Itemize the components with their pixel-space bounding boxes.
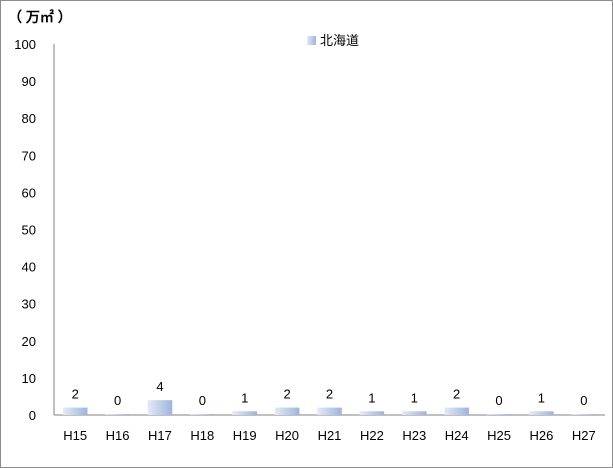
y-tick-label: 40 — [22, 260, 36, 275]
x-tick-label: H22 — [360, 428, 384, 443]
legend: 北海道 — [307, 33, 359, 48]
bar — [190, 414, 215, 415]
x-tick-label: H16 — [106, 428, 130, 443]
y-tick-label: 20 — [22, 334, 36, 349]
data-label: 0 — [580, 393, 587, 408]
x-tick-label: H23 — [402, 428, 426, 443]
y-tick-label: 30 — [22, 297, 36, 312]
y-tick-label: 60 — [22, 185, 36, 200]
x-tick-label: H26 — [529, 428, 553, 443]
x-tick-label: H21 — [318, 428, 342, 443]
bar — [105, 414, 130, 415]
y-tick-label: 50 — [22, 223, 36, 238]
bar — [232, 411, 258, 415]
data-label: 2 — [326, 387, 333, 402]
bar — [486, 414, 512, 415]
x-tick-label: H19 — [233, 428, 257, 443]
bar — [401, 411, 427, 415]
data-label: 1 — [241, 390, 248, 405]
x-tick-label: H25 — [487, 428, 511, 443]
bar — [147, 400, 173, 415]
y-tick-label: 100 — [14, 37, 36, 52]
y-tick-label: 10 — [22, 371, 36, 386]
bar — [529, 411, 554, 415]
y-tick-label: 0 — [29, 408, 36, 423]
x-tick-label: H17 — [148, 428, 172, 443]
data-label: 2 — [453, 387, 460, 402]
data-label: 0 — [495, 393, 502, 408]
x-tick-label: H18 — [190, 428, 214, 443]
data-label: 2 — [283, 387, 290, 402]
y-tick-label: 80 — [22, 111, 36, 126]
data-label: 1 — [538, 390, 545, 405]
legend-swatch — [307, 36, 316, 45]
bar — [571, 414, 597, 415]
x-tick-label: H27 — [572, 428, 596, 443]
data-label: 2 — [72, 387, 79, 402]
bar — [359, 411, 385, 415]
bar — [62, 407, 88, 415]
data-label: 4 — [156, 379, 163, 394]
x-tick-label: H20 — [275, 428, 299, 443]
data-label: 0 — [199, 393, 206, 408]
y-tick-label: 90 — [22, 74, 36, 89]
data-label: 1 — [411, 390, 418, 405]
bar — [317, 407, 342, 415]
data-label: 1 — [368, 390, 375, 405]
bar — [444, 407, 469, 415]
bar — [274, 407, 300, 415]
unit-label: （ 万㎡ ） — [8, 9, 72, 25]
x-tick-label: H24 — [445, 428, 469, 443]
y-tick-label: 70 — [22, 148, 36, 163]
legend-label: 北海道 — [320, 33, 359, 48]
data-label: 0 — [114, 393, 121, 408]
x-tick-label: H15 — [63, 428, 87, 443]
